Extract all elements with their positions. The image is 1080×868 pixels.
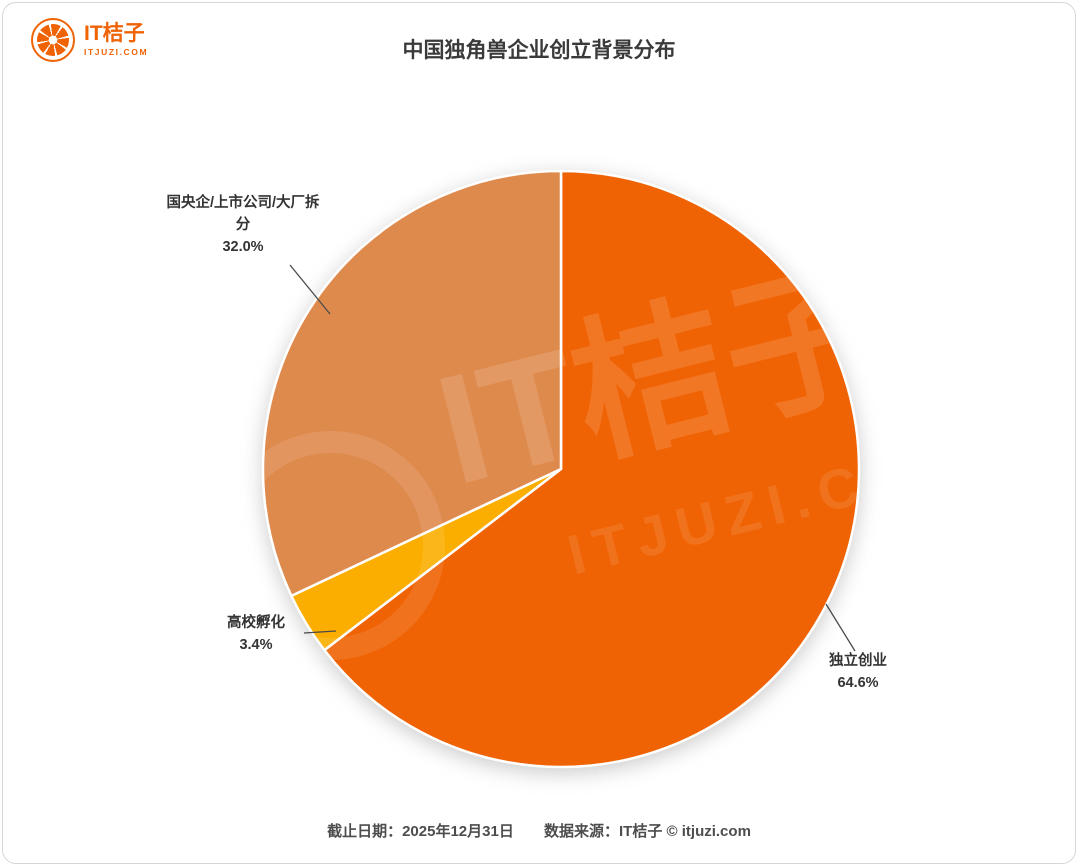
slice-label-text: 独立创业 — [829, 653, 887, 669]
slice-label-text: 高校孵化 — [227, 615, 285, 631]
itjuzi-logo: IT桔子 ITJUZI.COM — [31, 18, 148, 62]
leader-line-independent-startup — [825, 603, 856, 652]
leader-line-university-incubation — [303, 630, 337, 634]
pie-slice-2 — [261, 169, 563, 598]
pie-chart — [261, 169, 861, 769]
leader-line-soe-spinoff — [289, 264, 331, 315]
logo-title: IT桔子 — [84, 21, 145, 45]
logo-text: IT桔子 ITJUZI.COM — [84, 21, 149, 58]
slice-label-text: 国央企/上市公司/大厂拆分 — [166, 195, 320, 233]
slice-percent: 64.6% — [837, 674, 879, 691]
pie-slices — [261, 169, 861, 769]
slice-percent: 3.4% — [239, 636, 273, 653]
logo-subtitle: ITJUZI.COM — [84, 47, 149, 58]
pie-slice-0 — [323, 169, 861, 769]
footer-date: 截止日期：2025年12月31日 — [327, 823, 514, 840]
orange-logo-icon — [31, 18, 75, 62]
chart-footer: 截止日期：2025年12月31日 数据来源：IT桔子 © itjuzi.com — [3, 820, 1075, 841]
slice-percent: 32.0% — [222, 238, 264, 255]
leader-lines — [289, 264, 856, 652]
slice-label-independent-startup: 独立创业 64.6% — [808, 651, 908, 695]
footer-source: 数据来源：IT桔子 © itjuzi.com — [544, 823, 751, 840]
page-title: 中国独角兽企业创立背景分布 — [402, 39, 676, 62]
orange-slice-icon — [37, 24, 69, 56]
slice-label-university-incubation: 高校孵化 3.4% — [206, 613, 306, 657]
slice-label-soe-spinoff: 国央企/上市公司/大厂拆分 32.0% — [161, 193, 325, 258]
